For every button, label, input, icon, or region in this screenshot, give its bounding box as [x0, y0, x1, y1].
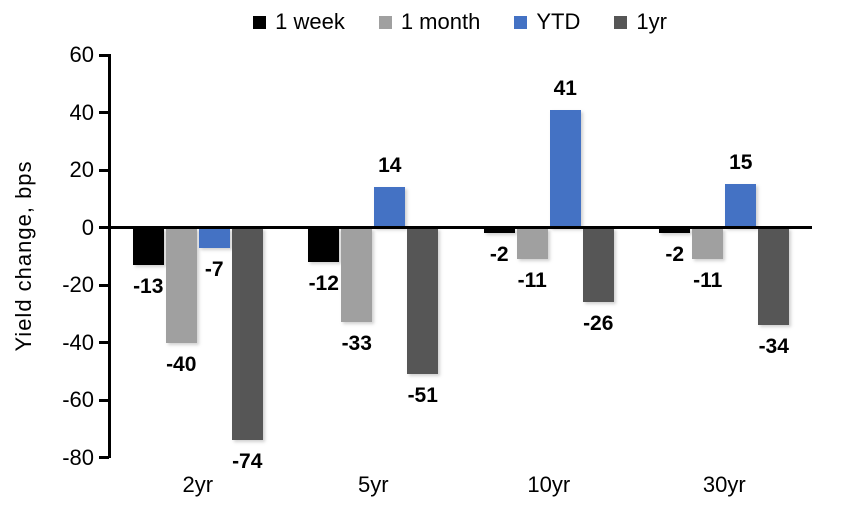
data-label-1-month-2yr: -40: [166, 352, 197, 376]
y-tick-mark: [99, 111, 109, 114]
y-tick-mark: [99, 341, 109, 344]
chart-legend: 1 week 1 month YTD 1yr: [108, 6, 812, 38]
bar-1-month-2yr: [165, 227, 197, 343]
zero-baseline: [108, 226, 812, 229]
legend-item-1-month: 1 month: [378, 9, 481, 35]
legend-label: YTD: [536, 9, 581, 34]
data-label-1-month-5yr: -33: [341, 332, 372, 356]
bar-ytd-5yr: [374, 187, 406, 228]
x-category-label-2yr: 2yr: [182, 472, 214, 497]
y-tick-mark: [99, 398, 109, 402]
data-label-1-week-10yr: -2: [489, 243, 509, 267]
bar-ytd-2yr: [198, 227, 230, 248]
y-axis-line: [108, 54, 111, 458]
data-label-1yr-2yr: -74: [232, 450, 263, 474]
x-category-label-30yr: 30yr: [702, 472, 746, 497]
legend-item-ytd: YTD: [514, 9, 580, 35]
legend-swatch-icon: [253, 15, 267, 29]
legend-label: 1 month: [400, 9, 481, 34]
y-tick-label: 20: [69, 157, 94, 182]
data-label-1-month-30yr: -11: [693, 269, 723, 293]
data-label-1yr-10yr: -26: [583, 312, 614, 336]
legend-item-1-week: 1 week: [253, 9, 345, 35]
data-label-ytd-2yr: -7: [204, 257, 224, 281]
data-label-ytd-30yr: 15: [729, 151, 753, 175]
bar-1yr-5yr: [407, 227, 439, 375]
bar-1-month-10yr: [516, 227, 548, 260]
bar-1-month-5yr: [341, 227, 373, 323]
data-label-1-week-2yr: -13: [133, 274, 164, 298]
y-tick-label: 0: [81, 214, 94, 240]
bar-1-week-10yr: [483, 227, 515, 234]
bar-1-week-30yr: [659, 227, 691, 234]
bar-1yr-30yr: [758, 227, 790, 326]
y-tick-mark: [99, 283, 109, 287]
y-tick-label: -40: [62, 329, 94, 355]
bar-1yr-2yr: [231, 227, 263, 441]
bar-1-week-5yr: [308, 227, 340, 262]
data-label-ytd-5yr: 14: [378, 154, 402, 178]
data-label-1-week-30yr: -2: [665, 243, 685, 267]
bar-1-week-2yr: [132, 227, 164, 265]
y-tick-mark: [99, 456, 109, 459]
legend-swatch-icon: [378, 15, 392, 29]
x-category-label-10yr: 10yr: [527, 472, 571, 497]
y-tick-mark: [99, 226, 109, 229]
data-label-1yr-5yr: -51: [407, 384, 438, 408]
bar-1yr-10yr: [582, 227, 614, 303]
data-label-ytd-10yr: 41: [553, 76, 577, 100]
y-tick-label: 60: [69, 42, 94, 67]
bar-ytd-10yr: [549, 109, 581, 228]
legend-label: 1 week: [275, 9, 345, 34]
y-tick-mark: [99, 168, 109, 172]
y-axis-title: Yield change, bps: [11, 160, 36, 352]
data-label-1-month-10yr: -11: [517, 269, 547, 293]
legend-swatch-icon: [514, 15, 528, 29]
x-category-label-5yr: 5yr: [357, 472, 389, 497]
bar-ytd-30yr: [725, 184, 757, 228]
y-tick-label: -60: [62, 387, 94, 412]
y-tick-label: 40: [69, 99, 94, 125]
legend-swatch-icon: [614, 15, 628, 29]
data-label-1yr-30yr: -34: [758, 335, 789, 359]
y-tick-label: -20: [62, 272, 94, 297]
legend-item-1yr: 1yr: [614, 9, 667, 35]
data-label-1-week-5yr: -12: [308, 272, 339, 295]
y-tick-mark: [99, 53, 109, 57]
legend-label: 1yr: [636, 9, 667, 34]
bar-1-month-30yr: [692, 227, 724, 260]
y-tick-label: -80: [62, 444, 94, 470]
